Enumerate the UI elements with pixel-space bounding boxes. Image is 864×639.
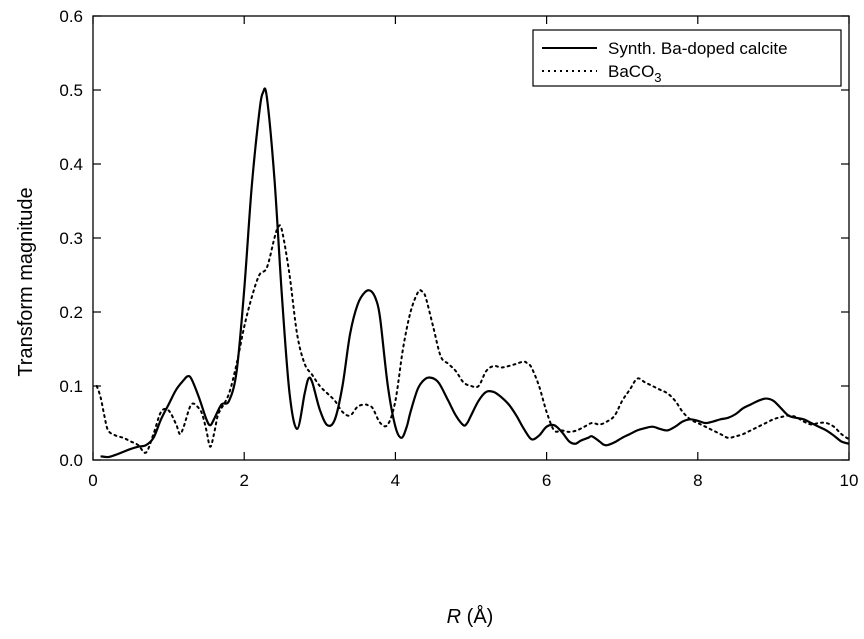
legend-box [532,29,842,87]
legend-label-series-2-subscript: 3 [654,70,661,85]
x-axis-title-unit: (Å) [461,605,493,628]
y-axis-title: Transform magnitude [15,187,37,376]
legend-label-series-2-main: BaCO [608,62,654,81]
y-tick-label: 0.0 [59,451,83,470]
y-tick-label: 0.1 [59,377,83,396]
x-tick-label: 0 [88,471,97,490]
legend-label-series-1: Synth. Ba-doped calcite [608,39,788,58]
x-tick-label: 10 [840,471,859,490]
x-tick-label: 8 [693,471,702,490]
legend: Synth. Ba-doped calcite BaCO3 [532,29,842,87]
series-line-synth-ba-doped-calcite [100,87,850,459]
legend-label-series-2: BaCO3 [608,62,662,85]
series-line-baco3 [95,224,850,454]
y-tick-label: 0.3 [59,229,83,248]
series-layer [95,87,850,459]
x-ticks: 0 2 4 6 8 10 [88,16,858,490]
x-tick-label: 4 [391,471,400,490]
y-ticks: 0.0 0.1 0.2 0.3 0.4 0.5 0.6 [59,7,849,470]
y-tick-label: 0.2 [59,303,83,322]
x-axis-title: R (Å) [447,605,494,628]
y-tick-label: 0.5 [59,81,83,100]
x-axis-title-variable: R [447,606,461,628]
y-tick-label: 0.6 [59,7,83,26]
x-tick-label: 2 [239,471,248,490]
x-tick-label: 6 [542,471,551,490]
y-tick-label: 0.4 [59,155,83,174]
